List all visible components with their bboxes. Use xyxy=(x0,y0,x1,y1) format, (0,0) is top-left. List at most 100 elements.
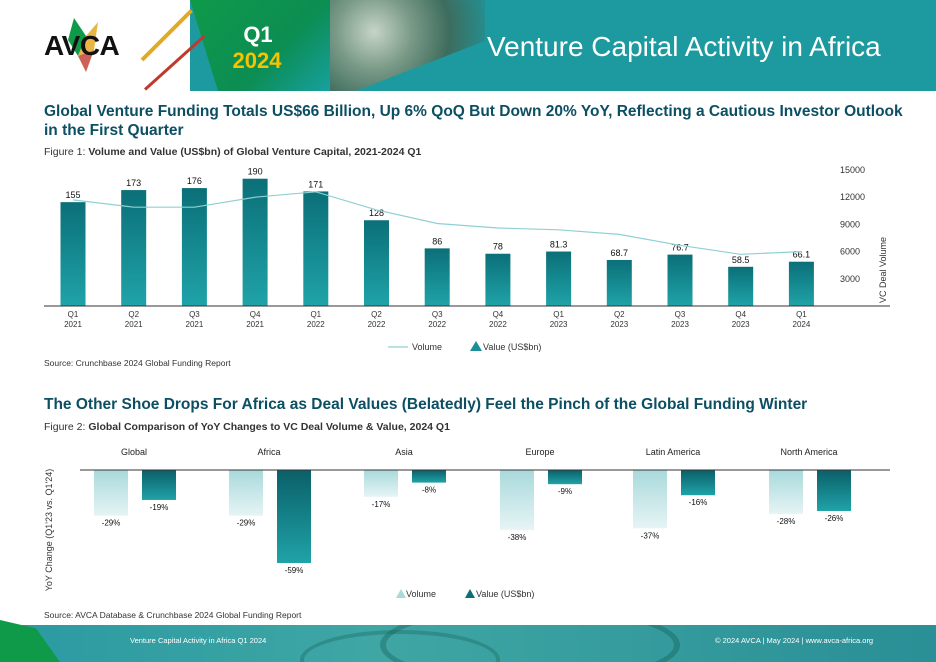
x-tick-quarter: Q3 xyxy=(432,310,443,319)
value-change-bar xyxy=(817,470,851,511)
value-bar-label: 173 xyxy=(126,178,141,188)
value-bar xyxy=(424,248,450,306)
volume-change-bar xyxy=(94,470,128,516)
value-change-label: -9% xyxy=(558,487,572,496)
value-change-label: -8% xyxy=(422,486,436,495)
x-tick-year: 2024 xyxy=(793,320,811,329)
value-bar xyxy=(667,254,693,306)
legend-volume-label: Volume xyxy=(412,342,442,352)
region-label: Latin America xyxy=(646,447,701,457)
x-tick-quarter: Q2 xyxy=(371,310,382,319)
x-tick-year: 2022 xyxy=(489,320,507,329)
volume-change-label: -29% xyxy=(102,519,121,528)
region-label: North America xyxy=(780,447,837,457)
volume-change-bar xyxy=(500,470,534,530)
legend-value-swatch xyxy=(470,341,482,351)
x-tick-year: 2021 xyxy=(64,320,82,329)
value-change-label: -59% xyxy=(285,566,304,575)
right-axis-tick: 15000 xyxy=(840,165,865,175)
value-bar-label: 58.5 xyxy=(732,255,750,265)
volume-change-label: -29% xyxy=(237,519,256,528)
x-tick-year: 2023 xyxy=(610,320,628,329)
value-bar-label: 171 xyxy=(308,179,323,189)
header-banner: AVCA Q1 2024 Venture Capital Activity in… xyxy=(0,0,936,91)
right-axis-tick: 12000 xyxy=(840,192,865,202)
x-tick-quarter: Q2 xyxy=(128,310,139,319)
value-bar xyxy=(121,190,147,306)
x-tick-year: 2023 xyxy=(732,320,750,329)
value-bar xyxy=(60,202,86,306)
logo-mark-icon xyxy=(68,18,98,72)
volume-change-label: -38% xyxy=(508,533,527,542)
x-tick-quarter: Q4 xyxy=(735,310,746,319)
right-axis-tick: 6000 xyxy=(840,247,860,257)
figure2-source: Source: AVCA Database & Crunchbase 2024 … xyxy=(44,610,302,620)
volume-change-bar xyxy=(769,470,803,515)
section2-heading: The Other Shoe Drops For Africa as Deal … xyxy=(44,396,808,413)
x-tick-year: 2023 xyxy=(671,320,689,329)
value-bar xyxy=(242,178,268,306)
report-title: Venture Capital Activity in Africa xyxy=(487,31,881,62)
right-axis-label: VC Deal Volume xyxy=(878,237,888,303)
value-bar-label: 190 xyxy=(248,167,263,177)
value-change-label: -19% xyxy=(150,503,169,512)
x-tick-quarter: Q1 xyxy=(68,310,79,319)
legend2-volume-swatch xyxy=(396,589,406,598)
value-bar xyxy=(485,253,511,306)
x-tick-year: 2022 xyxy=(307,320,325,329)
figure2-prefix: Figure 2: xyxy=(44,421,89,433)
value-bar-label: 176 xyxy=(187,176,202,186)
value-bar-label: 81.3 xyxy=(550,240,568,250)
value-change-bar xyxy=(277,470,311,563)
region-label: Europe xyxy=(525,447,554,457)
value-bar xyxy=(788,261,814,306)
figure1-caption: Figure 1: Volume and Value (US$bn) of Gl… xyxy=(44,146,421,158)
figure1-source: Source: Crunchbase 2024 Global Funding R… xyxy=(44,358,231,368)
x-tick-quarter: Q3 xyxy=(675,310,686,319)
footer-banner xyxy=(0,625,936,662)
footer-left-text: Venture Capital Activity in Africa Q1 20… xyxy=(130,636,267,645)
x-tick-year: 2021 xyxy=(246,320,264,329)
figure2-caption: Figure 2: Global Comparison of YoY Chang… xyxy=(44,421,450,433)
value-change-bar xyxy=(548,470,582,485)
chart-volume-value: 155 173 176 190 171 128 86 78 81.3 68.7 76.7 58.5 66… xyxy=(44,165,890,352)
year-label: 2024 xyxy=(232,48,282,73)
value-bar-label: 78 xyxy=(493,242,503,252)
x-tick-quarter: Q3 xyxy=(189,310,200,319)
volume-change-label: -37% xyxy=(641,531,660,540)
value-change-bar xyxy=(142,470,176,500)
right-axis-tick: 9000 xyxy=(840,219,860,229)
x-tick-quarter: Q1 xyxy=(310,310,321,319)
chart1-legend: Volume Value (US$bn) xyxy=(388,341,541,352)
chart2-legend: Volume Value (US$bn) xyxy=(396,589,534,599)
x-tick-quarter: Q4 xyxy=(493,310,504,319)
x-tick-year: 2023 xyxy=(550,320,568,329)
legend2-volume-label: Volume xyxy=(406,589,436,599)
value-bar-label: 128 xyxy=(369,208,384,218)
value-bar xyxy=(303,191,329,306)
value-bar xyxy=(728,266,754,306)
right-axis-tick: 3000 xyxy=(840,274,860,284)
volume-change-label: -28% xyxy=(777,517,796,526)
x-tick-year: 2021 xyxy=(125,320,143,329)
x-tick-quarter: Q1 xyxy=(553,310,564,319)
value-bar-label: 155 xyxy=(65,190,80,200)
logo-text: AVCA xyxy=(44,30,120,61)
legend2-value-label: Value (US$bn) xyxy=(476,589,534,599)
volume-change-bar xyxy=(633,470,667,529)
value-change-bar xyxy=(412,470,446,483)
volume-change-label: -17% xyxy=(372,500,391,509)
value-bar-label: 66.1 xyxy=(793,250,811,260)
footer-right-text: © 2024 AVCA | May 2024 | www.avca-africa… xyxy=(715,636,874,645)
y-axis-label: YoY Change (Q1'23 vs. Q1'24) xyxy=(44,469,54,592)
x-tick-quarter: Q1 xyxy=(796,310,807,319)
figure1-prefix: Figure 1: xyxy=(44,146,89,158)
x-tick-year: 2022 xyxy=(428,320,446,329)
value-change-bar xyxy=(681,470,715,496)
value-bar xyxy=(364,220,389,306)
x-tick-quarter: Q4 xyxy=(250,310,261,319)
volume-line xyxy=(72,191,802,255)
value-bar-label: 76.7 xyxy=(671,243,689,253)
region-label: Global xyxy=(121,447,147,457)
value-bar-label: 68.7 xyxy=(611,248,629,258)
